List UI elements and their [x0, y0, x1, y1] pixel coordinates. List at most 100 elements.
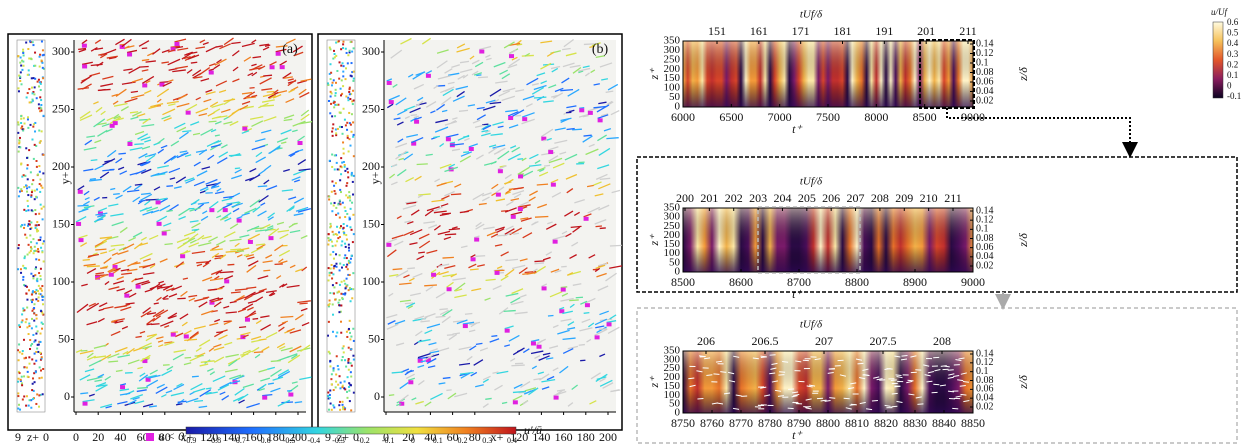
strip-speck — [335, 335, 338, 338]
strip-speck — [352, 47, 355, 50]
strip-speck — [19, 225, 22, 228]
strip-speck — [346, 171, 349, 174]
vector — [469, 321, 481, 326]
vector — [145, 154, 156, 162]
strip-speck — [331, 230, 334, 233]
strip-speck — [343, 165, 346, 168]
vector — [439, 308, 448, 311]
strip-speck — [21, 350, 24, 353]
vector — [448, 228, 460, 231]
strip-speck — [27, 47, 30, 50]
vector — [392, 83, 398, 88]
strip-speck — [327, 83, 330, 86]
vector — [289, 229, 301, 234]
vector — [160, 144, 168, 149]
vector — [141, 47, 148, 50]
vector — [166, 100, 179, 105]
vector — [145, 333, 158, 342]
vector — [248, 260, 259, 267]
colorbar-tick-label: 0.6 — [1227, 17, 1239, 27]
vector — [192, 69, 202, 77]
vector — [78, 47, 87, 51]
strip-speck — [31, 189, 34, 192]
vector — [216, 59, 222, 64]
vector — [456, 47, 470, 53]
strip-frame — [326, 39, 356, 413]
vector — [469, 268, 479, 271]
strip-speck — [28, 88, 31, 91]
vector — [457, 74, 465, 80]
vector — [161, 369, 173, 377]
vector — [190, 121, 200, 126]
strip-speck — [25, 356, 28, 359]
vector — [609, 265, 623, 269]
vector — [208, 236, 218, 243]
vector — [174, 122, 186, 130]
strip-speck — [23, 208, 26, 211]
strip-speck — [334, 298, 337, 301]
vector — [189, 220, 199, 223]
strip-speck — [38, 405, 41, 408]
strip-tick-label: 9 — [15, 430, 21, 444]
vector — [521, 118, 535, 125]
vector — [87, 253, 99, 258]
strip-speck — [329, 359, 332, 362]
vector — [594, 267, 601, 273]
negative-u — [388, 100, 394, 105]
strip-speck — [19, 268, 22, 271]
strip-speck — [35, 351, 38, 354]
strip-speck — [352, 288, 355, 291]
strip-speck — [332, 57, 335, 60]
vector — [121, 81, 136, 85]
vector — [110, 243, 125, 247]
vector — [262, 260, 273, 263]
strip-speck — [17, 186, 20, 189]
vector — [521, 54, 534, 57]
vector — [791, 395, 798, 398]
strip-speck — [37, 229, 40, 232]
strip-speck — [24, 321, 27, 324]
vector — [162, 108, 176, 116]
vector — [288, 88, 296, 93]
vector — [500, 275, 509, 282]
vector — [479, 45, 492, 51]
strip-speck — [339, 87, 342, 90]
vector — [245, 254, 254, 258]
vector — [447, 81, 455, 85]
vector — [164, 341, 173, 344]
strip-speck — [19, 75, 22, 78]
strip-speck — [347, 99, 350, 102]
vector — [266, 185, 278, 191]
bottom-axis-label: t⁺ — [792, 122, 803, 136]
vector — [161, 49, 170, 54]
strip-label: z+ — [27, 430, 39, 444]
vector — [569, 303, 575, 309]
vector — [233, 294, 245, 303]
vector — [442, 88, 454, 97]
y-tick-label: 250 — [362, 101, 380, 115]
negative-u — [224, 279, 230, 284]
vector — [137, 366, 143, 370]
vector — [386, 323, 399, 330]
vector — [610, 109, 620, 116]
vector — [580, 300, 588, 305]
strip-speck — [32, 77, 35, 80]
strip-speck — [352, 77, 355, 80]
vector — [482, 123, 489, 126]
negative-u — [142, 83, 148, 88]
strip-speck — [328, 393, 331, 396]
strip-speck — [338, 254, 341, 257]
vector — [417, 338, 431, 343]
vector — [242, 334, 249, 339]
vector — [97, 129, 108, 137]
vector — [519, 201, 530, 207]
vector — [859, 401, 866, 405]
strip-speck — [335, 161, 338, 164]
negative-u — [462, 324, 468, 329]
strip-speck — [347, 150, 350, 153]
strip-speck — [36, 173, 39, 176]
vector — [141, 207, 148, 212]
vector — [589, 45, 595, 49]
vector — [193, 161, 201, 167]
vector — [79, 374, 91, 381]
